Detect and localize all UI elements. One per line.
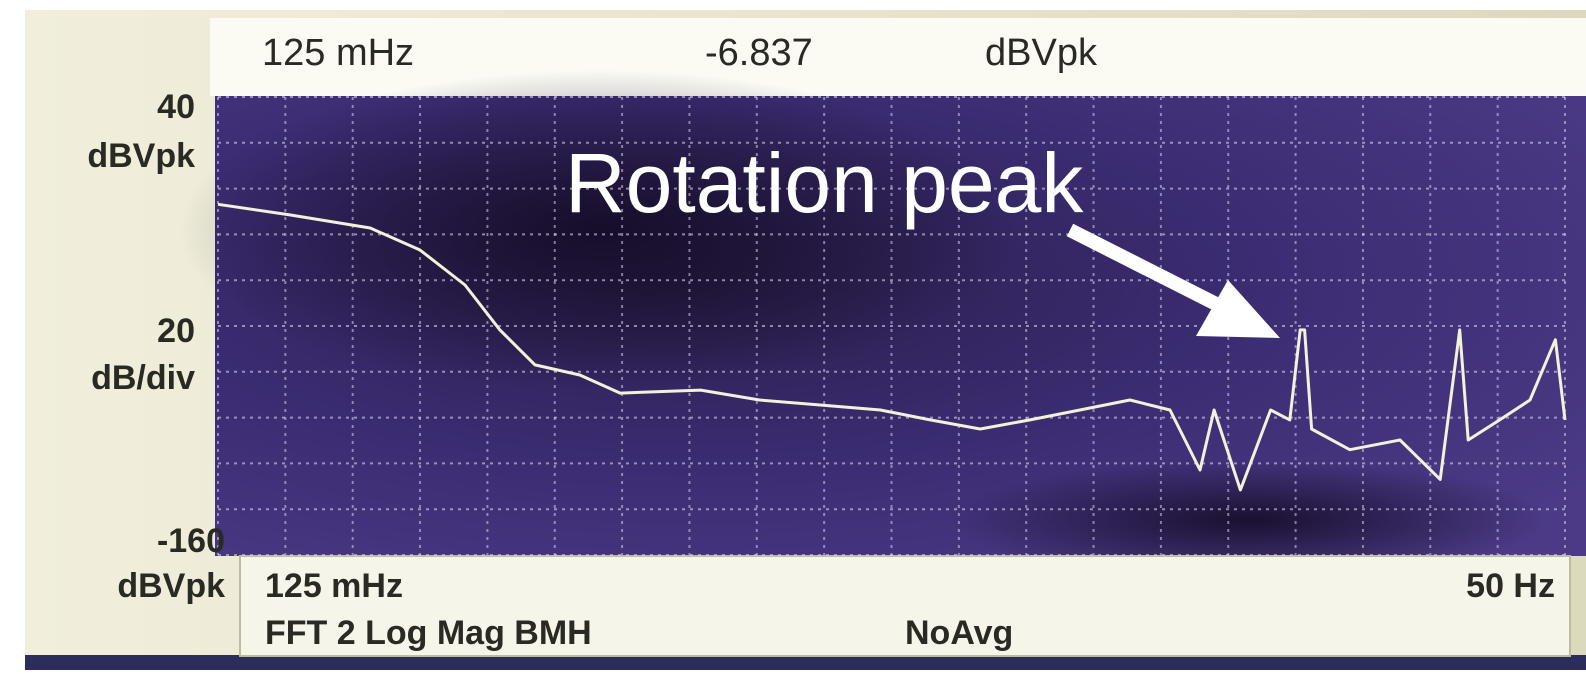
averaging-label: NoAvg [905,614,1013,652]
marker-value: -6.837 [705,32,813,74]
marker-frequency: 125 mHz [262,32,414,74]
y-unit-label: dBVpk [87,137,195,175]
annotation: Rotation peak [565,136,1084,230]
x-tick-label: 50 Hz [1466,567,1555,605]
y-tick-label: 40 [157,88,195,126]
x-tick-label: 125 mHz [265,567,403,605]
analyzer-screen: 125 mHz -6.837 dBVpk dBVpk 20 dB/div dBV… [0,0,1586,687]
measurement-label: FFT 2 Log Mag BMH [265,614,592,652]
y-per-div-unit: dB/div [91,359,195,397]
y-per-div: 20 [157,312,195,350]
bottom-strip [25,655,1586,670]
marker-unit: dBVpk [985,32,1098,74]
y-tick-label: -160 [157,522,225,560]
y-unit-label: dBVpk [117,567,225,605]
header-bar [210,18,1586,96]
